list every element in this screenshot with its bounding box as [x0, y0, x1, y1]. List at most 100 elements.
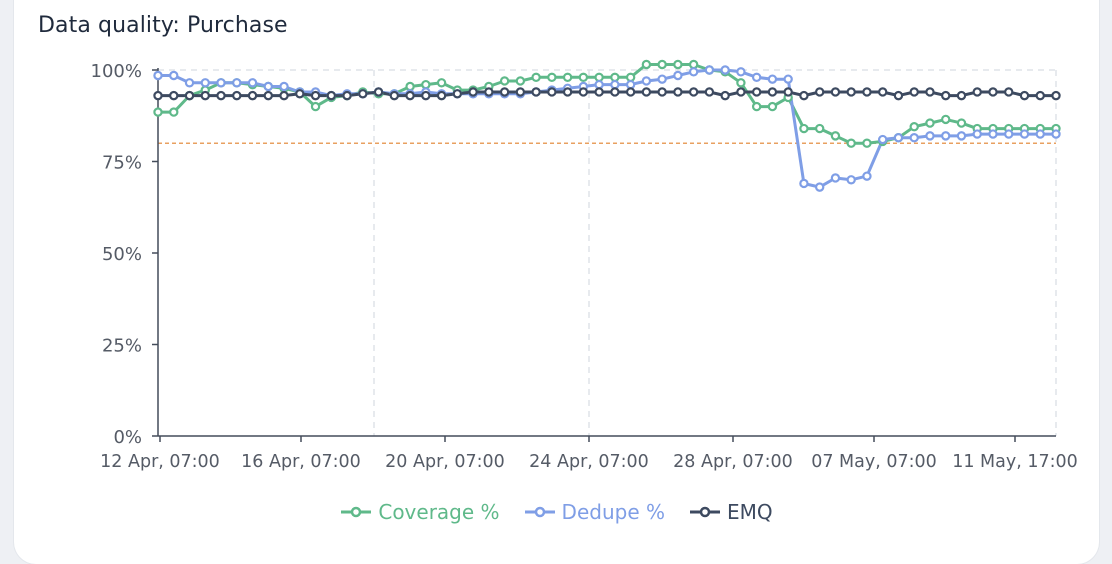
data-point-dedupe [169, 70, 179, 81]
data-point-emq [625, 87, 636, 97]
data-point-emq [263, 90, 273, 101]
data-point-coverage [405, 81, 415, 92]
data-point-coverage [956, 118, 967, 128]
series-line-emq [158, 90, 1056, 98]
legend-label-emq: EMQ [726, 500, 773, 524]
data-point-coverage [673, 59, 683, 70]
data-point-emq [342, 90, 352, 101]
data-point-coverage [562, 72, 573, 83]
data-point-coverage [767, 101, 778, 112]
data-point-emq [830, 87, 841, 97]
data-point-emq [594, 87, 604, 97]
data-point-dedupe [594, 79, 604, 90]
data-point-dedupe [232, 78, 242, 88]
data-point-emq [783, 87, 793, 97]
data-point-coverage [499, 76, 510, 86]
y-tick-label: 75% [102, 153, 142, 174]
data-point-emq [799, 90, 809, 101]
data-point-emq [200, 90, 210, 101]
data-point-coverage [925, 118, 935, 128]
data-point-dedupe [878, 134, 888, 145]
data-point-dedupe [153, 70, 163, 81]
data-point-emq [1019, 90, 1030, 101]
x-tick-label: 11 May, 17:00 [952, 452, 1078, 472]
x-tick-label: 28 Apr, 07:00 [673, 452, 793, 472]
data-point-emq [499, 87, 510, 97]
data-point-coverage [814, 123, 825, 134]
data-point-emq [1035, 90, 1045, 101]
data-point-coverage [531, 72, 541, 83]
data-point-dedupe [657, 74, 667, 84]
data-point-coverage [436, 78, 447, 88]
data-point-emq [941, 90, 951, 101]
data-point-coverage [421, 79, 431, 90]
data-point-emq [484, 87, 494, 97]
data-point-dedupe [941, 131, 951, 141]
data-point-dedupe [830, 173, 841, 183]
data-point-dedupe [1004, 129, 1014, 139]
data-point-emq [358, 89, 368, 99]
data-point-coverage [736, 78, 746, 88]
data-point-emq [909, 87, 919, 97]
data-point-emq [1051, 90, 1061, 101]
data-point-emq [814, 87, 825, 97]
data-point-emq [846, 87, 856, 97]
data-point-dedupe [200, 78, 210, 88]
data-point-dedupe [846, 175, 856, 185]
data-point-emq [972, 87, 982, 97]
data-point-coverage [941, 114, 951, 125]
legend-item-emq[interactable]: EMQ [689, 500, 773, 524]
data-point-coverage [799, 123, 809, 134]
data-point-emq [373, 87, 384, 97]
data-point-coverage [862, 138, 872, 148]
legend-marker-dedupe [524, 506, 555, 518]
data-point-coverage [169, 107, 179, 117]
data-point-emq [956, 90, 967, 101]
data-point-emq [531, 87, 541, 97]
data-point-emq [767, 87, 778, 97]
legend-item-coverage[interactable]: Coverage % [340, 500, 500, 524]
data-point-emq [515, 87, 526, 97]
data-point-dedupe [736, 67, 746, 77]
data-point-emq [405, 90, 415, 101]
data-point-coverage [153, 107, 163, 117]
data-point-dedupe [625, 79, 636, 90]
data-point-emq [862, 87, 872, 97]
data-point-emq [736, 87, 746, 97]
chart-card: Data quality: Purchase 0% 25% 50% 75% 100% 12… [14, 0, 1099, 564]
data-point-dedupe [972, 129, 982, 139]
y-tick-label: 25% [102, 336, 142, 357]
data-point-coverage [657, 59, 667, 70]
data-point-emq [547, 87, 557, 97]
x-tick-label: 07 May, 07:00 [811, 452, 937, 472]
data-point-emq [169, 90, 179, 101]
chart-title: Data quality: Purchase [38, 13, 288, 38]
legend-marker-coverage [341, 506, 372, 518]
data-point-coverage [578, 72, 589, 83]
x-tick-label: 16 Apr, 07:00 [241, 452, 361, 472]
data-point-emq [720, 90, 730, 101]
data-point-dedupe [704, 65, 715, 75]
data-point-dedupe [1035, 129, 1045, 139]
data-point-emq [232, 90, 242, 101]
data-point-dedupe [1019, 129, 1030, 139]
data-point-emq [673, 87, 683, 97]
data-point-emq [326, 90, 336, 101]
series-line-dedupe [158, 68, 1056, 189]
data-point-dedupe [956, 131, 967, 141]
data-point-coverage [625, 72, 636, 83]
data-point-coverage [594, 72, 604, 83]
data-point-dedupe [799, 178, 809, 189]
data-point-emq [893, 90, 904, 101]
x-tick-label: 24 Apr, 07:00 [529, 452, 649, 472]
data-point-emq [704, 87, 715, 97]
legend-label-dedupe: Dedupe % [561, 500, 665, 524]
data-point-coverage [547, 72, 557, 83]
data-point-dedupe [673, 70, 683, 81]
legend-item-dedupe[interactable]: Dedupe % [524, 500, 665, 524]
data-point-emq [310, 90, 321, 101]
data-point-coverage [830, 131, 841, 141]
data-point-dedupe [263, 81, 273, 92]
data-point-dedupe [751, 72, 762, 83]
data-point-dedupe [814, 182, 825, 192]
